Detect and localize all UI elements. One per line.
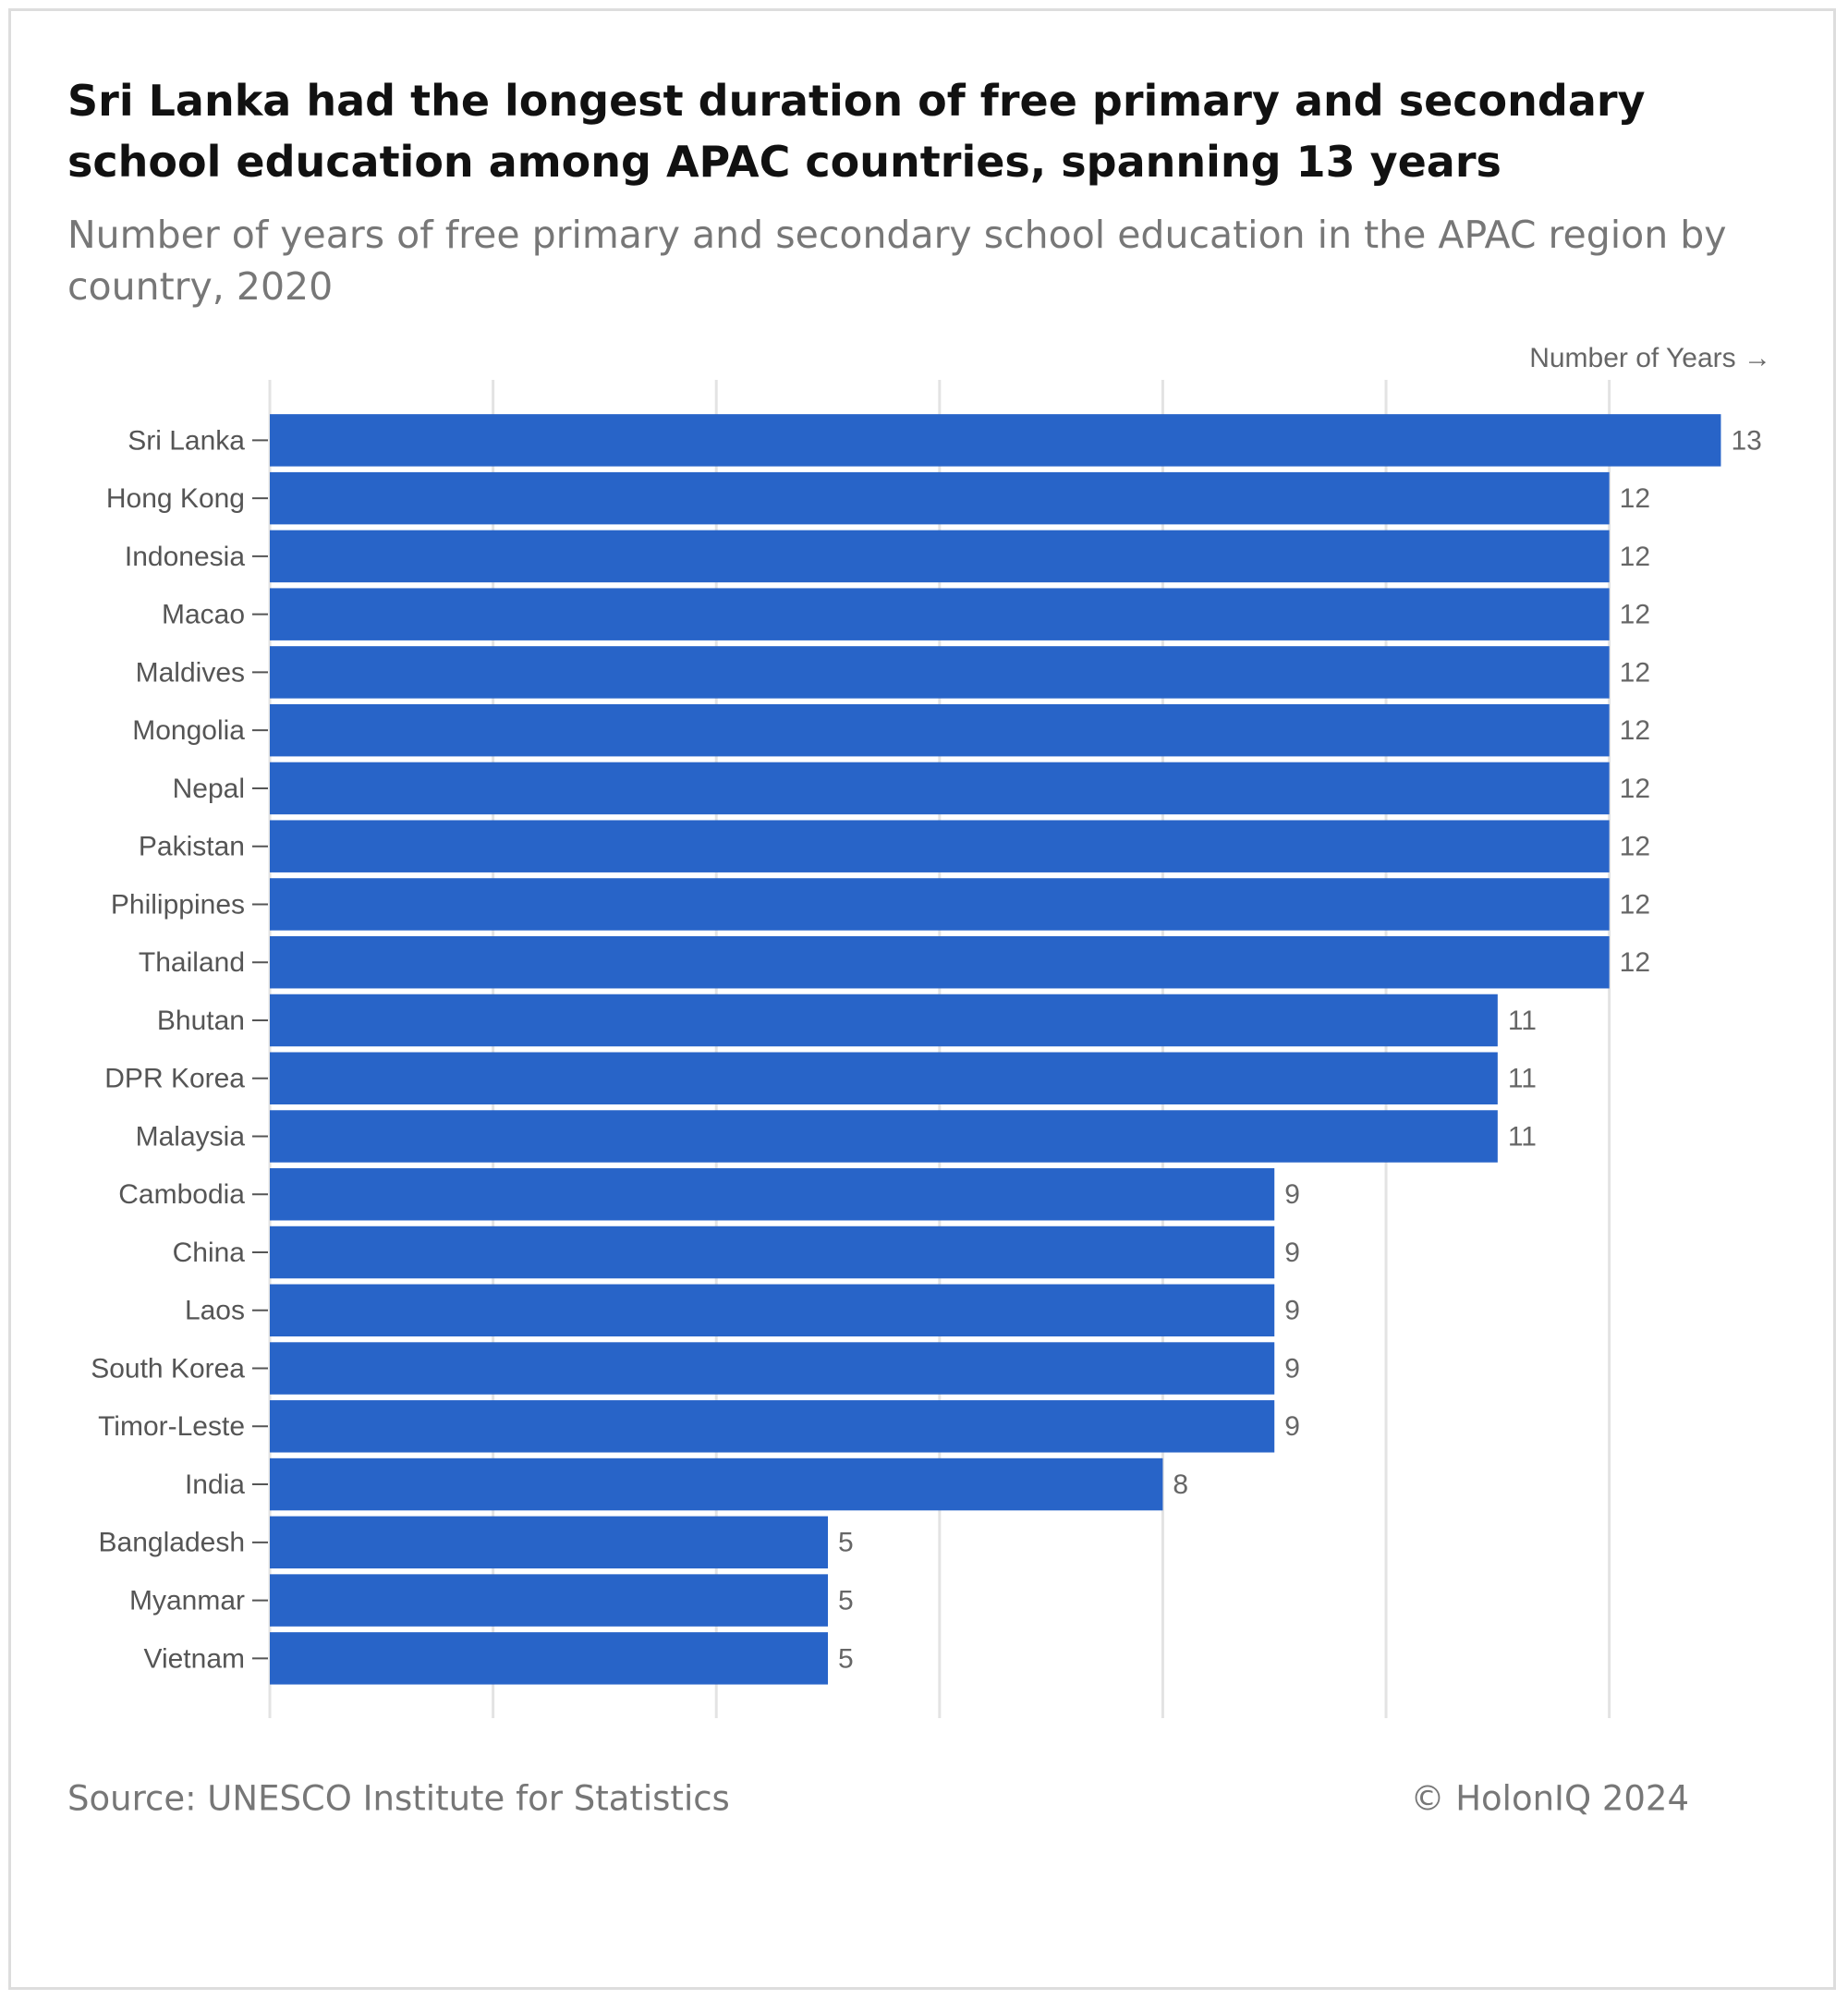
- value-label: 9: [1284, 1353, 1300, 1384]
- y-tick-label: Myanmar: [129, 1586, 245, 1616]
- value-label: 9: [1284, 1179, 1300, 1210]
- value-label: 12: [1620, 774, 1650, 804]
- y-tick-label: Sri Lanka: [128, 425, 245, 456]
- value-label: 9: [1284, 1238, 1300, 1268]
- bar: [270, 414, 1721, 467]
- y-tick-label: Bhutan: [157, 1006, 245, 1036]
- value-label: 12: [1620, 542, 1650, 572]
- bar: [270, 646, 1610, 699]
- value-label: 5: [838, 1643, 854, 1674]
- y-tick-label: Laos: [185, 1296, 245, 1326]
- y-tick-label: Indonesia: [125, 542, 245, 572]
- bar: [270, 1457, 1163, 1511]
- value-label: 5: [838, 1528, 854, 1558]
- y-tick-label: Vietnam: [143, 1643, 245, 1674]
- y-tick-label: Timor-Leste: [98, 1411, 245, 1442]
- y-tick-label: Cambodia: [118, 1179, 245, 1210]
- y-tick-label: Nepal: [173, 774, 245, 804]
- value-label: 11: [1508, 1064, 1537, 1094]
- bar: [270, 1110, 1498, 1163]
- value-label: 12: [1620, 947, 1650, 978]
- bar: [270, 762, 1610, 815]
- bar: [270, 994, 1498, 1047]
- bar: [270, 1284, 1275, 1337]
- bar: [270, 530, 1610, 583]
- y-tick-label: Mongolia: [132, 715, 245, 746]
- bar: [270, 1400, 1275, 1453]
- value-label: 12: [1620, 657, 1650, 688]
- source: Source: UNESCO Institute for Statistics: [67, 1779, 730, 1819]
- bar: [270, 703, 1610, 757]
- bar: [270, 878, 1610, 931]
- y-tick-label: Macao: [162, 600, 245, 630]
- bar: [270, 1516, 829, 1569]
- y-tick-label: Maldives: [136, 657, 245, 688]
- value-label: 9: [1284, 1296, 1300, 1326]
- bar: [270, 1168, 1275, 1221]
- bar: [270, 1574, 829, 1627]
- x-axis-label: Number of Years →: [1529, 343, 1771, 373]
- bar: [270, 588, 1610, 640]
- bar: [270, 1342, 1275, 1395]
- bar: [270, 1632, 829, 1685]
- value-label: 9: [1284, 1411, 1300, 1442]
- chart-title: Sri Lanka had the longest duration of fr…: [67, 76, 1646, 187]
- value-label: 8: [1173, 1470, 1188, 1500]
- bar: [270, 1052, 1498, 1104]
- bar: [270, 471, 1610, 525]
- value-label: 11: [1508, 1121, 1537, 1152]
- bar: [270, 935, 1610, 989]
- y-tick-label: China: [173, 1238, 246, 1268]
- bar: [270, 1226, 1275, 1279]
- y-tick-label: Malaysia: [136, 1121, 246, 1152]
- value-label: 12: [1620, 832, 1650, 862]
- frame: [8, 8, 1836, 1990]
- value-label: 5: [838, 1586, 854, 1616]
- value-label: 12: [1620, 483, 1650, 514]
- y-tick-label: Pakistan: [139, 832, 245, 862]
- y-tick-label: South Korea: [91, 1353, 245, 1384]
- y-tick-label: India: [185, 1470, 245, 1500]
- credit: © HolonIQ 2024: [1410, 1779, 1689, 1819]
- chart-subtitle: Number of years of free primary and seco…: [67, 213, 1727, 309]
- value-label: 13: [1731, 425, 1761, 456]
- y-tick-label: Philippines: [111, 889, 245, 920]
- y-tick-label: DPR Korea: [104, 1064, 245, 1094]
- value-label: 12: [1620, 889, 1650, 920]
- y-tick-label: Hong Kong: [106, 483, 245, 514]
- value-label: 12: [1620, 600, 1650, 630]
- bar: [270, 820, 1610, 872]
- y-tick-label: Thailand: [139, 947, 245, 978]
- value-label: 11: [1508, 1006, 1537, 1036]
- y-tick-label: Bangladesh: [99, 1528, 245, 1558]
- value-label: 12: [1620, 715, 1650, 746]
